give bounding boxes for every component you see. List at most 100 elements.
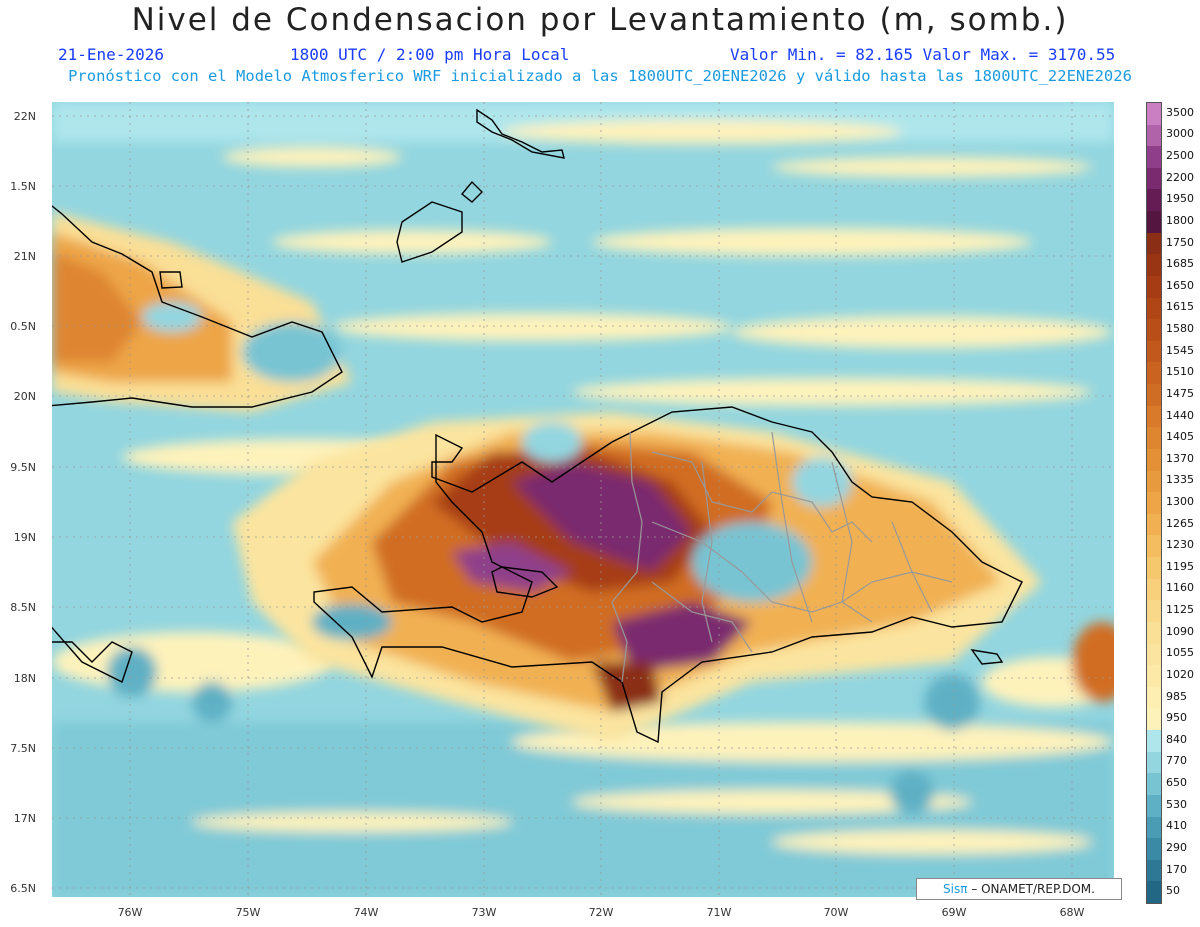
colorbar-label: 170 — [1166, 862, 1187, 876]
colorbar-label: 1685 — [1166, 257, 1194, 271]
lon-label: 69W — [941, 906, 967, 919]
colorbar-label: 1335 — [1166, 473, 1194, 487]
lat-label: 17N — [13, 812, 36, 825]
sis-logo-text: Sisπ — [943, 882, 968, 896]
colorbar-label: 1160 — [1166, 581, 1194, 595]
colorbar-swatch — [1147, 319, 1161, 342]
colorbar-swatch — [1147, 405, 1161, 428]
lon-label: 75W — [235, 906, 261, 919]
lat-label: 20N — [13, 390, 36, 403]
colorbar-swatch — [1147, 146, 1161, 169]
colorbar-swatch — [1147, 773, 1161, 796]
colorbar-swatch — [1147, 340, 1161, 363]
colorbar-swatch — [1147, 794, 1161, 817]
colorbar-swatch — [1147, 470, 1161, 493]
lat-label: 6.5N — [10, 882, 36, 895]
colorbar-swatch — [1147, 211, 1161, 234]
colorbar-label: 1055 — [1166, 646, 1194, 660]
model-info: Pronóstico con el Modelo Atmosferico WRF… — [68, 67, 1132, 85]
lat-label: 21N — [13, 250, 36, 263]
colorbar-label: 1020 — [1166, 667, 1194, 681]
cuba-field — [52, 212, 352, 412]
colorbar-swatch — [1147, 448, 1161, 472]
colorbar-swatch — [1147, 859, 1161, 882]
colorbar-swatch — [1147, 103, 1161, 126]
province-boundaries — [611, 431, 953, 683]
min-max-values: Valor Min. = 82.165 Valor Max. = 3170.55 — [730, 45, 1116, 64]
colorbar-label: 1800 — [1166, 213, 1194, 227]
colorbar-label: 410 — [1166, 819, 1187, 833]
colorbar-swatch — [1147, 254, 1161, 277]
colorbar-swatch — [1147, 557, 1161, 580]
colorbar-swatch — [1147, 167, 1161, 190]
colorbar-swatch — [1147, 838, 1161, 861]
lat-label: 9.5N — [10, 461, 36, 474]
colorbar-swatch — [1147, 751, 1161, 774]
colorbar-swatch — [1147, 189, 1161, 212]
colorbar-swatch — [1147, 232, 1161, 255]
colorbar-label: 1370 — [1166, 451, 1194, 465]
forecast-time: 1800 UTC / 2:00 pm Hora Local — [290, 45, 570, 64]
colorbar-label: 2500 — [1166, 149, 1194, 163]
credit-box: Sisπ – ONAMET/REP.DOM. — [916, 878, 1122, 900]
colorbar-label: 3000 — [1166, 127, 1194, 141]
credit-org: – ONAMET/REP.DOM. — [967, 882, 1095, 896]
colorbar-swatch — [1147, 730, 1161, 753]
colorbar-label: 1510 — [1166, 365, 1194, 379]
colorbar-label: 1265 — [1166, 516, 1194, 530]
colorbar-label: 2200 — [1166, 170, 1194, 184]
lon-label: 68W — [1059, 906, 1085, 919]
colorbar-label: 1580 — [1166, 322, 1194, 336]
colorbar-label: 1125 — [1166, 603, 1194, 617]
colorbar-label: 985 — [1166, 689, 1187, 703]
lon-label: 76W — [117, 906, 143, 919]
colorbar-label: 1300 — [1166, 495, 1194, 508]
colorbar-swatch — [1147, 513, 1161, 536]
colorbar-label: 530 — [1166, 797, 1187, 811]
colorbar-swatch — [1147, 686, 1161, 709]
colorbar — [1146, 102, 1162, 904]
colorbar-label: 1195 — [1166, 559, 1194, 573]
lat-label: 18N — [13, 672, 36, 685]
colorbar-label: 950 — [1166, 711, 1187, 725]
colorbar-swatch — [1147, 427, 1161, 450]
colorbar-swatch — [1147, 297, 1161, 320]
forecast-date: 21-Ene-2026 — [58, 45, 164, 64]
lat-label: 8.5N — [10, 601, 36, 614]
colorbar-swatch — [1147, 600, 1161, 623]
colorbar-swatch — [1147, 816, 1161, 839]
colorbar-swatch — [1147, 708, 1161, 731]
colorbar-label: 840 — [1166, 732, 1187, 746]
lat-label: 19N — [13, 531, 36, 544]
colorbar-label: 3500 — [1166, 105, 1194, 119]
colorbar-swatch — [1147, 492, 1161, 515]
colorbar-swatch — [1147, 275, 1161, 299]
colorbar-label: 290 — [1166, 840, 1187, 854]
colorbar-swatch — [1147, 621, 1161, 645]
colorbar-swatch — [1147, 124, 1161, 147]
colorbar-label: 1615 — [1166, 300, 1194, 314]
colorbar-label: 1440 — [1166, 408, 1194, 422]
lat-label: 0.5N — [10, 320, 36, 333]
lon-label: 74W — [353, 906, 379, 919]
lat-label: 1.5N — [10, 180, 36, 193]
colorbar-label: 1230 — [1166, 538, 1194, 552]
colorbar-swatch — [1147, 578, 1161, 601]
colorbar-label: 1475 — [1166, 386, 1194, 400]
colorbar-label: 770 — [1166, 754, 1187, 768]
lat-label: 7.5N — [10, 742, 36, 755]
colorbar-swatch — [1147, 643, 1161, 666]
map-panel — [52, 102, 1114, 897]
colorbar-label: 1750 — [1166, 235, 1194, 249]
lcl-shaded-map — [52, 102, 1114, 897]
colorbar-swatch — [1147, 362, 1161, 385]
map-title: Nivel de Condensacion por Levantamiento … — [131, 2, 1069, 38]
colorbar-label: 1545 — [1166, 343, 1194, 357]
lon-label: 73W — [471, 906, 497, 919]
colorbar-swatch — [1147, 665, 1161, 688]
colorbar-label: 1950 — [1166, 192, 1194, 206]
colorbar-swatch — [1147, 881, 1161, 904]
colorbar-swatch — [1147, 535, 1161, 558]
colorbar-swatch — [1147, 384, 1161, 407]
lon-label: 71W — [706, 906, 732, 919]
